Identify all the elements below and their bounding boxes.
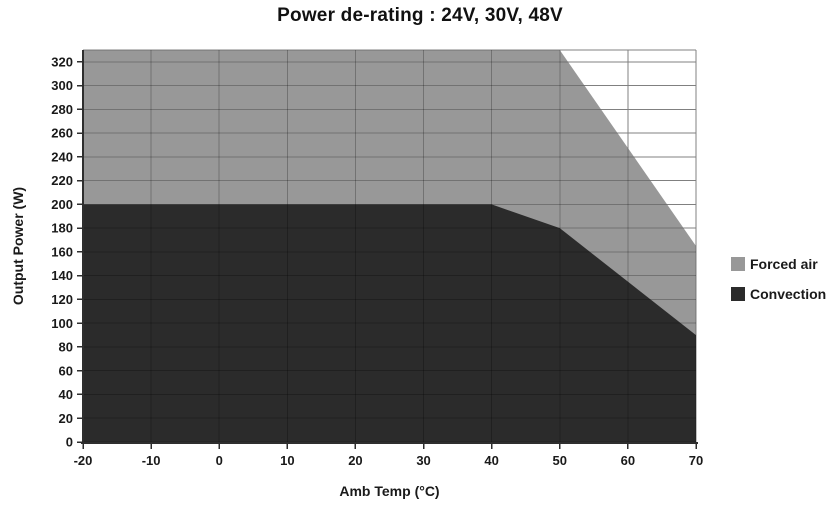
y-tick-label: 40 — [59, 387, 73, 402]
y-tick-label: 0 — [66, 435, 73, 450]
y-tick-label: 320 — [51, 54, 73, 69]
y-tick-label: 260 — [51, 126, 73, 141]
y-tick-label: 300 — [51, 78, 73, 93]
x-tick-label: 40 — [484, 453, 498, 468]
y-tick-label: 200 — [51, 197, 73, 212]
y-tick-label: 140 — [51, 268, 73, 283]
x-tick-label: -10 — [142, 453, 161, 468]
y-axis-title: Output Power (W) — [10, 186, 26, 306]
x-tick-label: 20 — [348, 453, 362, 468]
chart-title: Power de-rating : 24V, 30V, 48V — [277, 5, 563, 26]
x-tick-label: -20 — [74, 453, 93, 468]
y-tick-label: 20 — [59, 411, 73, 426]
legend-item-forced-air: Forced air — [731, 256, 826, 272]
x-tick-label: 10 — [280, 453, 294, 468]
x-tick-label: 0 — [216, 453, 223, 468]
gridlines — [83, 50, 696, 442]
y-tick-label: 60 — [59, 363, 73, 378]
axes — [77, 50, 698, 449]
x-tick-label: 30 — [416, 453, 430, 468]
x-tick-label: 50 — [553, 453, 567, 468]
legend-label: Convection — [750, 286, 827, 302]
legend-swatch-icon — [731, 287, 745, 301]
area-convection — [83, 204, 696, 442]
legend-swatch-icon — [731, 257, 745, 271]
y-tick-label: 280 — [51, 102, 73, 117]
x-axis-title: Amb Temp (°C) — [339, 483, 440, 499]
x-tick-label: 60 — [621, 453, 635, 468]
y-tick-label: 100 — [51, 316, 73, 331]
legend: Forced air Convection — [731, 256, 827, 302]
y-tick-label: 240 — [51, 149, 73, 164]
legend-label: Forced air — [750, 256, 818, 272]
y-tick-label: 120 — [51, 292, 73, 307]
y-tick-label: 160 — [51, 244, 73, 259]
y-tick-label: 180 — [51, 221, 73, 236]
y-tick-label: 80 — [59, 340, 73, 355]
y-tick-label: 220 — [51, 173, 73, 188]
legend-item-convection: Convection — [731, 286, 827, 302]
x-tick-label: 70 — [689, 453, 703, 468]
